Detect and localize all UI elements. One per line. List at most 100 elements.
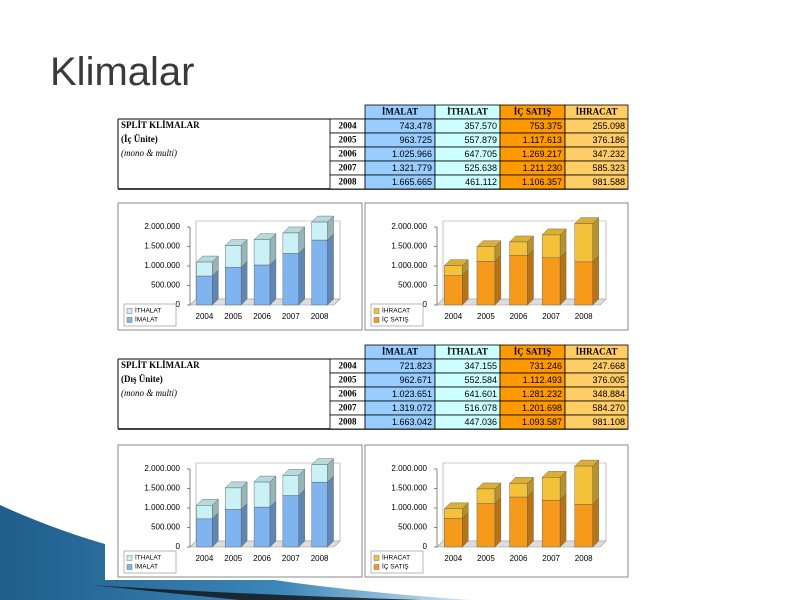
cell-value: 585.323 xyxy=(592,163,625,173)
cell-value: 1.117.613 xyxy=(523,135,562,145)
bar xyxy=(444,275,463,306)
header-label: İTHALAT xyxy=(447,107,488,117)
data-cell xyxy=(564,174,629,190)
bar xyxy=(253,481,271,508)
bar xyxy=(444,265,463,276)
y-tick-label: 1.000.000 xyxy=(144,261,180,270)
cell-value: 981.588 xyxy=(592,177,625,187)
bar xyxy=(282,253,299,306)
bar xyxy=(574,504,593,548)
cell-value: 557.879 xyxy=(464,135,497,145)
header-label: İTHALAT xyxy=(447,347,488,357)
x-tick-label: 2004 xyxy=(196,554,214,563)
bar xyxy=(541,234,561,258)
bar xyxy=(311,481,328,548)
bar xyxy=(196,261,213,277)
cell-value: 647.705 xyxy=(464,149,497,159)
decor-swoosh-dark xyxy=(90,585,420,600)
cell-value: 1.281.232 xyxy=(522,389,562,399)
bar xyxy=(574,465,593,505)
y-tick-label: 0 xyxy=(423,300,428,309)
bar xyxy=(282,495,299,548)
bar xyxy=(574,261,593,306)
y-tick-label: 2.000.000 xyxy=(144,464,180,473)
bar-side xyxy=(269,258,277,306)
cell-value: 641.601 xyxy=(464,389,497,399)
bar xyxy=(509,483,528,498)
year-label: 2006 xyxy=(339,149,358,159)
legend-swatch xyxy=(373,564,380,570)
row-label: SPLİT KLİMALAR xyxy=(121,360,200,370)
cell-value: 447.036 xyxy=(464,417,497,427)
cell-value: 1.321.779 xyxy=(392,163,432,173)
bar xyxy=(541,477,561,501)
y-tick-label: 500.000 xyxy=(151,523,180,532)
bar xyxy=(225,267,242,306)
y-tick-label: 2.000.000 xyxy=(144,222,180,231)
x-tick-label: 2005 xyxy=(477,554,495,563)
year-label: 2007 xyxy=(339,163,358,173)
bar xyxy=(509,255,528,306)
row-label: (mono & multi) xyxy=(121,148,177,158)
legend-label: İHRACAT xyxy=(382,306,410,315)
cell-value: 1.665.665 xyxy=(392,177,432,187)
header-label: İHRACAT xyxy=(576,107,618,117)
legend-box xyxy=(370,550,424,574)
x-tick-label: 2006 xyxy=(510,312,528,321)
cell-value: 552.584 xyxy=(464,375,497,385)
legend-label: İMALAT xyxy=(135,562,158,571)
bar xyxy=(509,496,528,548)
cell-value: 1.319.072 xyxy=(392,403,432,413)
cell-value: 1.093.587 xyxy=(522,417,562,427)
cell-value: 1.211.230 xyxy=(523,163,562,173)
year-label: 2005 xyxy=(339,135,358,145)
cell-value: 347.232 xyxy=(592,149,625,159)
cell-value: 376.005 xyxy=(592,375,625,385)
y-tick-label: 1.500.000 xyxy=(391,484,427,493)
legend-label: İTHALAT xyxy=(135,306,161,315)
cell-value: 731.246 xyxy=(529,361,562,371)
x-tick-label: 2006 xyxy=(253,312,271,321)
bar xyxy=(196,505,213,520)
cell-value: 753.375 xyxy=(529,121,562,131)
bar xyxy=(225,509,242,548)
x-tick-label: 2008 xyxy=(575,312,593,321)
bar xyxy=(225,487,242,510)
legend-label: İTHALAT xyxy=(135,553,161,562)
legend-label: İÇ SATIŞ xyxy=(382,315,409,324)
cell-value: 247.668 xyxy=(592,361,625,371)
bar xyxy=(476,503,496,548)
bar xyxy=(196,518,213,548)
legend-swatch xyxy=(126,555,133,561)
cell-value: 721.823 xyxy=(399,361,432,371)
bar xyxy=(444,518,463,548)
legend-label: İHRACAT xyxy=(382,553,410,562)
cell-value: 376.186 xyxy=(592,135,625,145)
y-tick-label: 500.000 xyxy=(398,281,427,290)
slide-title: Klimalar xyxy=(50,50,194,94)
y-tick-label: 1.000.000 xyxy=(391,261,427,270)
header-label: İMALAT xyxy=(382,347,418,357)
x-tick-label: 2008 xyxy=(311,312,329,321)
bar-side xyxy=(592,255,599,306)
year-label: 2004 xyxy=(339,361,358,371)
cell-value: 1.023.651 xyxy=(392,389,432,399)
x-tick-label: 2005 xyxy=(224,554,242,563)
cell-value: 584.270 xyxy=(592,403,625,413)
bar xyxy=(282,475,299,496)
x-tick-label: 2005 xyxy=(477,312,495,321)
cell-value: 1.025.966 xyxy=(392,149,432,159)
bar xyxy=(444,508,463,519)
bar xyxy=(311,464,328,483)
y-tick-label: 0 xyxy=(423,542,428,551)
cell-value: 461.112 xyxy=(465,177,497,187)
bar xyxy=(476,261,496,306)
x-tick-label: 2005 xyxy=(224,312,242,321)
cell-value: 743.478 xyxy=(399,121,432,131)
cell-value: 1.663.042 xyxy=(392,417,432,427)
cell-value: 516.078 xyxy=(464,403,497,413)
bar xyxy=(253,506,271,548)
x-tick-label: 2008 xyxy=(311,554,329,563)
bar xyxy=(476,246,496,262)
bar-side xyxy=(240,502,248,548)
